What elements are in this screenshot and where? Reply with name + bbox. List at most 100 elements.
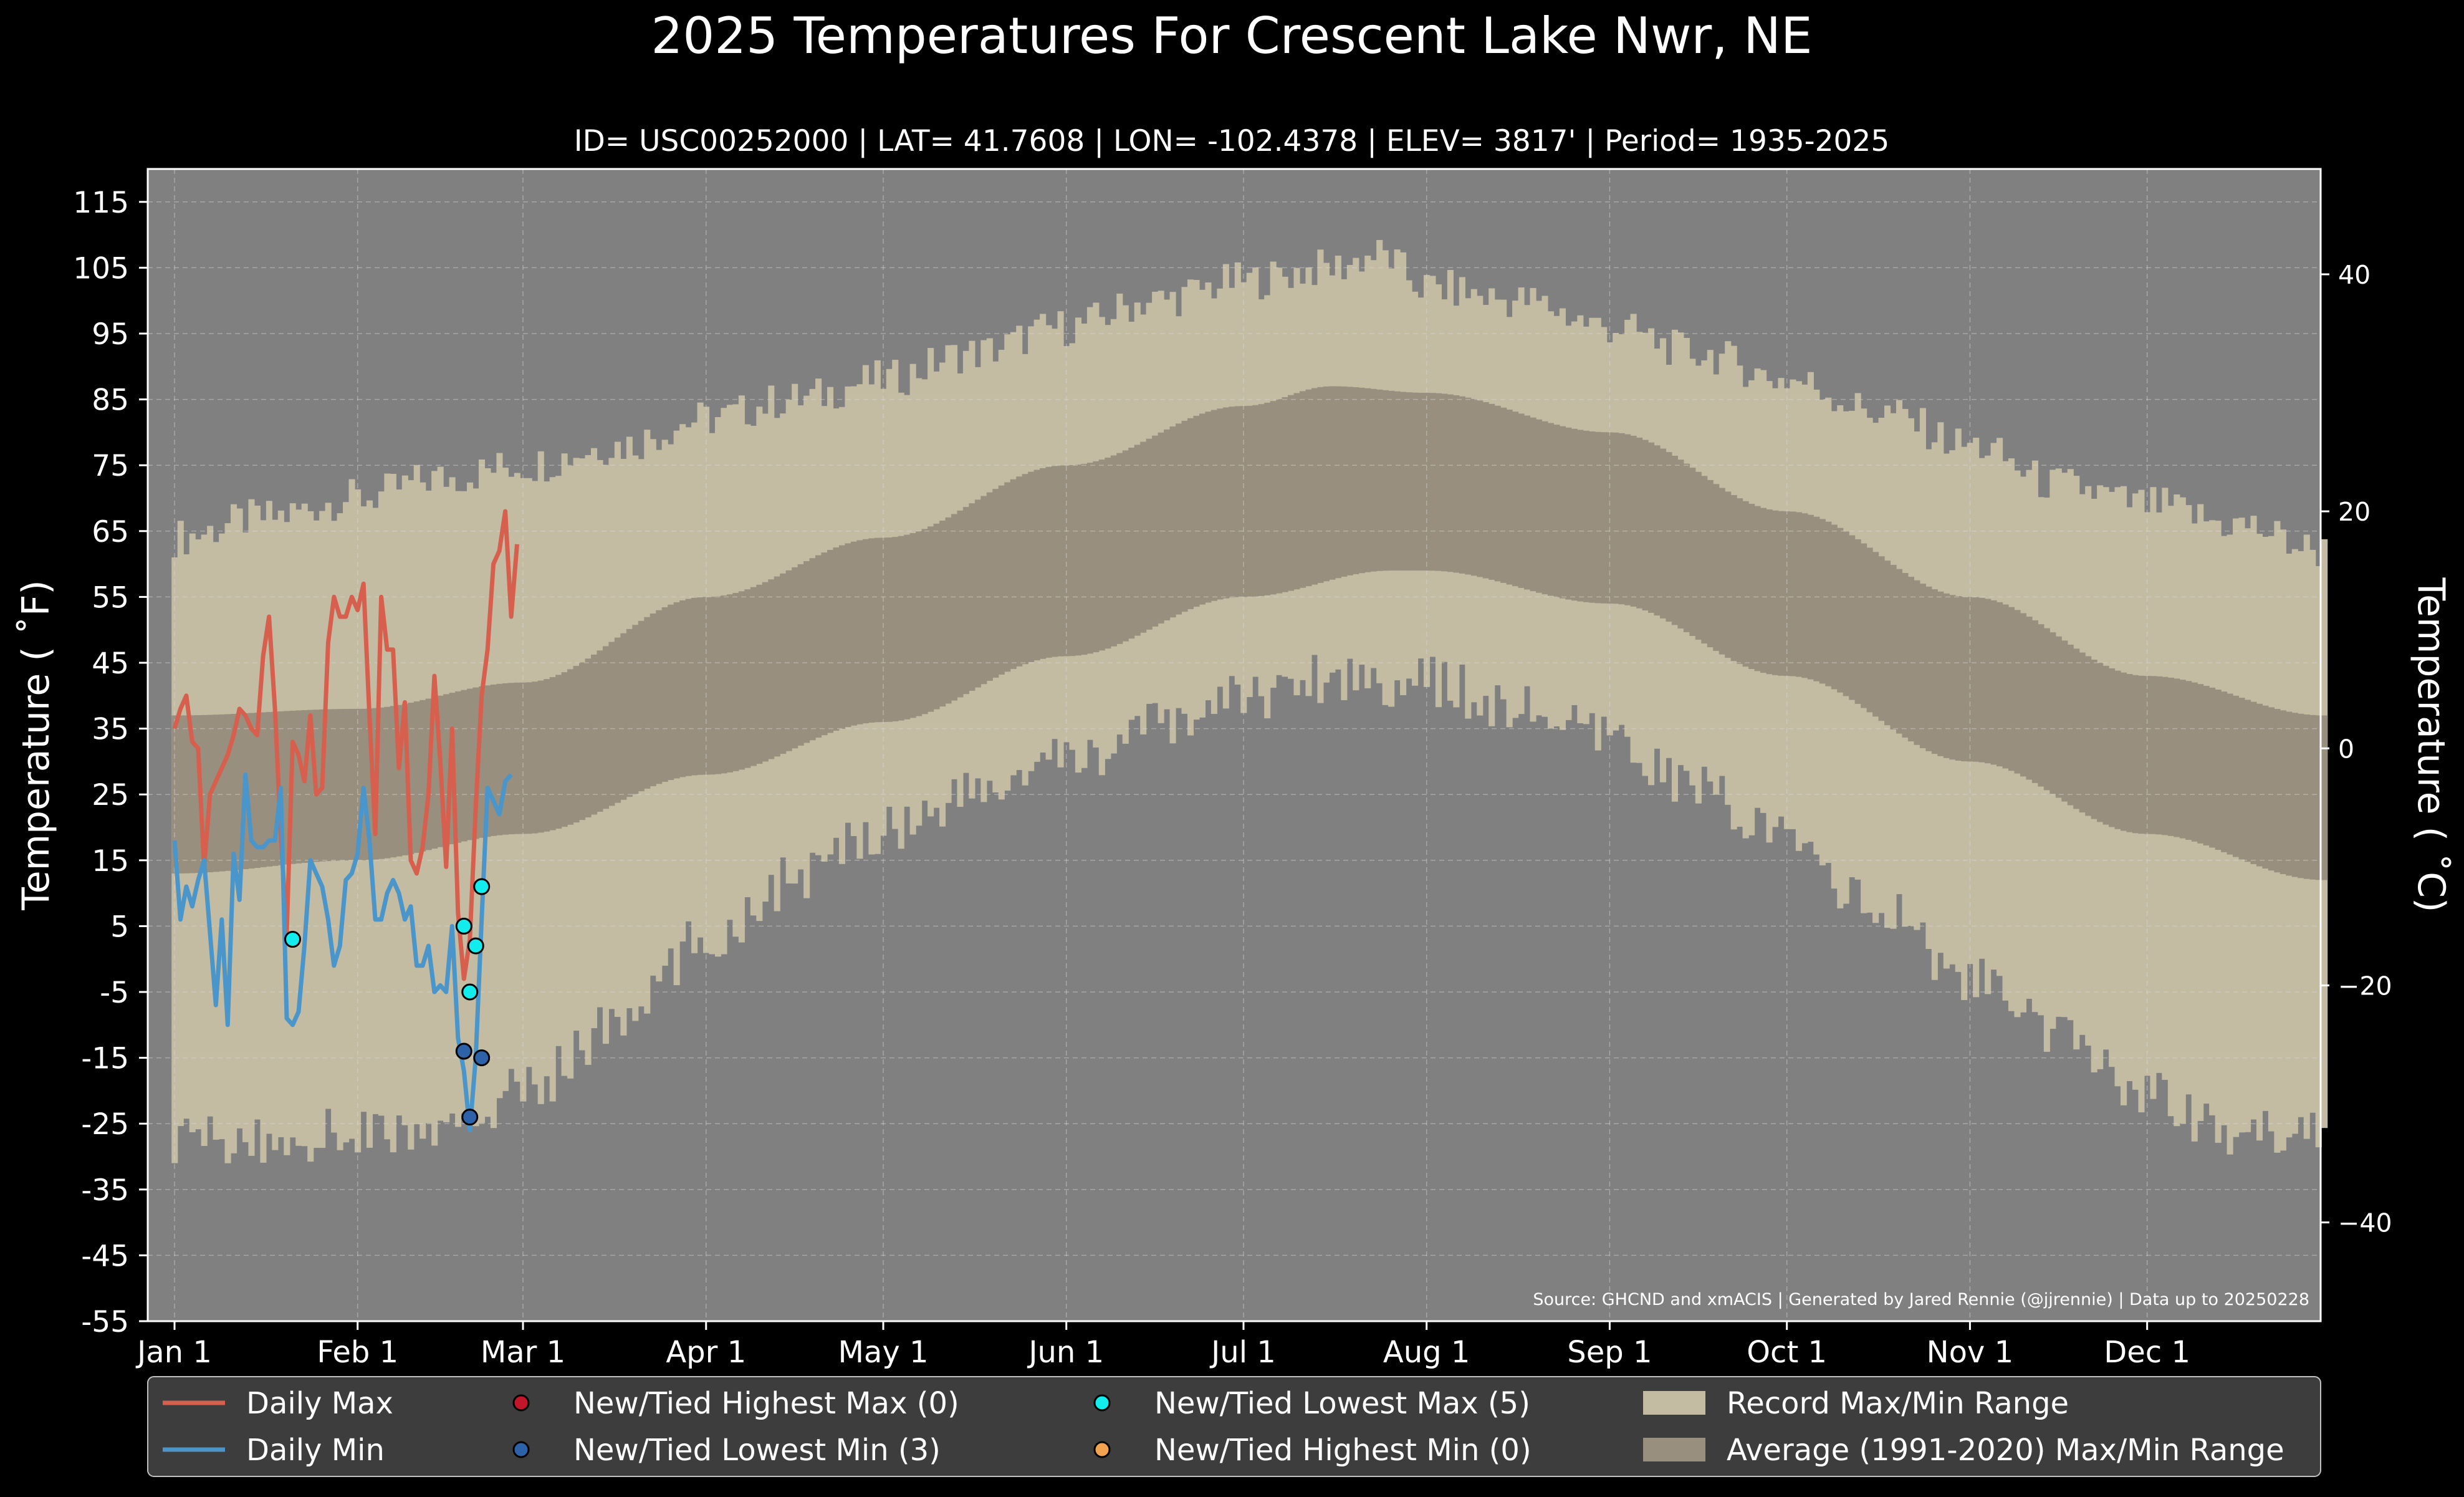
normal-range-bar bbox=[1896, 569, 1903, 734]
chart-title: 2025 Temperatures For Crescent Lake Nwr,… bbox=[651, 7, 1812, 65]
normal-range-bar bbox=[1677, 460, 1684, 629]
y-tick-label-right: 40 bbox=[2338, 260, 2371, 290]
normal-range-bar bbox=[1276, 399, 1283, 594]
normal-range-bar bbox=[331, 709, 338, 861]
y-tick-label: 35 bbox=[92, 713, 129, 747]
normal-range-bar bbox=[171, 715, 178, 874]
normal-range-bar bbox=[2286, 711, 2293, 876]
normal-range-bar bbox=[1093, 461, 1100, 653]
normal-range-bar bbox=[390, 706, 396, 858]
normal-range-bar bbox=[1606, 432, 1613, 604]
normal-range-bar bbox=[1506, 409, 1513, 585]
normal-range-bar bbox=[768, 579, 775, 759]
normal-range-bar bbox=[673, 602, 680, 779]
y-tick-label: 105 bbox=[73, 251, 129, 286]
normal-range-bar bbox=[1613, 432, 1619, 604]
normal-range-bar bbox=[254, 712, 261, 868]
normal-range-bar bbox=[2197, 684, 2204, 844]
normal-range-bar bbox=[2002, 604, 2009, 769]
normal-range-bar bbox=[343, 709, 350, 861]
normal-range-bar bbox=[514, 682, 520, 834]
legend-patch-swatch bbox=[1643, 1391, 1705, 1415]
normal-range-bar bbox=[1843, 531, 1849, 696]
normal-range-bar bbox=[1311, 388, 1318, 585]
legend-label: New/Tied Highest Min (0) bbox=[1154, 1433, 1532, 1468]
normal-range-bar bbox=[2085, 656, 2092, 816]
normal-range-bar bbox=[608, 642, 615, 806]
normal-range-bar bbox=[2233, 695, 2240, 857]
legend-item: New/Tied Lowest Max (5) bbox=[1093, 1386, 1530, 1421]
normal-range-bar bbox=[656, 610, 663, 784]
normal-range-bar bbox=[532, 681, 539, 834]
y-axis-right: 40 20 0 −20 −40 bbox=[2321, 260, 2392, 1238]
normal-range-bar bbox=[980, 496, 987, 685]
normal-range-bar bbox=[1164, 429, 1171, 621]
normal-range-bar bbox=[490, 684, 497, 836]
normal-range-bars bbox=[171, 386, 2328, 880]
x-tick-label: Dec 1 bbox=[2104, 1335, 2190, 1370]
normal-range-bar bbox=[679, 600, 686, 777]
normal-range-bar bbox=[496, 683, 503, 835]
normal-range-bar bbox=[1866, 547, 1873, 713]
normal-range-bar bbox=[2067, 644, 2074, 806]
legend-item: Daily Max bbox=[163, 1386, 393, 1421]
normal-range-bar bbox=[2315, 715, 2322, 880]
legend-marker-swatch bbox=[1093, 1441, 1111, 1458]
x-axis: Jan 1 Feb 1 Mar 1 Apr 1 May 1 Jun 1 Jul 1 Aug 1… bbox=[135, 1321, 2190, 1370]
normal-range-bar bbox=[2303, 714, 2310, 879]
legend-marker-swatch bbox=[1093, 1394, 1111, 1412]
normal-range-bar bbox=[1470, 398, 1477, 576]
normal-range-bar bbox=[2121, 672, 2127, 831]
normal-range-bar bbox=[1535, 419, 1543, 593]
x-tick-label: Jul 1 bbox=[1209, 1335, 1276, 1370]
normal-range-bar bbox=[537, 680, 544, 833]
normal-range-bar bbox=[1589, 431, 1596, 603]
normal-range-bar bbox=[1282, 397, 1288, 592]
legend-patch-swatch bbox=[1643, 1438, 1705, 1461]
y-tick-label: 15 bbox=[92, 844, 129, 878]
normal-range-bar bbox=[189, 715, 196, 874]
normal-range-bar bbox=[1004, 482, 1011, 672]
daily-min-line bbox=[172, 773, 513, 1133]
normal-range-bar bbox=[1199, 413, 1206, 605]
normal-range-bar bbox=[1500, 407, 1507, 583]
legend-item: Record Max/Min Range bbox=[1643, 1386, 2069, 1421]
normal-range-bar bbox=[732, 593, 739, 771]
normal-range-bar bbox=[1353, 387, 1359, 574]
normal-range-bar bbox=[874, 537, 881, 723]
normal-range-bar bbox=[1671, 455, 1678, 625]
legend: Daily Max Daily Min New/Tied Highest Max (… bbox=[147, 1376, 2321, 1477]
normal-range-bar bbox=[1140, 441, 1147, 633]
normal-range-bar bbox=[201, 715, 208, 873]
normal-range-bar bbox=[2043, 628, 2050, 791]
normal-range-bar bbox=[856, 540, 863, 724]
normal-range-bar bbox=[284, 711, 290, 865]
legend-item: New/Tied Highest Min (0) bbox=[1093, 1433, 1532, 1468]
normal-range-bar bbox=[1997, 602, 2003, 767]
normal-range-bar bbox=[1146, 438, 1153, 630]
normal-range-bar bbox=[1730, 495, 1737, 662]
normal-range-bar bbox=[1358, 387, 1365, 574]
normal-range-bar bbox=[1063, 465, 1070, 657]
normal-range-bar bbox=[1105, 457, 1111, 649]
y-tick-label: -5 bbox=[100, 976, 129, 1010]
normal-range-bar bbox=[1033, 469, 1040, 661]
normal-range-bar bbox=[1849, 535, 1856, 700]
record-markers bbox=[284, 878, 491, 1126]
normal-range-bar bbox=[1783, 511, 1791, 676]
normal-range-bar bbox=[744, 589, 751, 768]
legend-item: Average (1991-2020) Max/Min Range bbox=[1643, 1433, 2284, 1468]
normal-range-bar bbox=[726, 594, 733, 773]
normal-range-bar bbox=[1317, 387, 1324, 583]
normal-range-bar bbox=[1737, 498, 1743, 664]
normal-range-bar bbox=[2155, 676, 2162, 835]
normal-range-bar bbox=[1530, 417, 1536, 592]
normal-range-bar bbox=[2097, 663, 2104, 822]
normal-range-bar bbox=[525, 682, 532, 834]
normal-range-bar bbox=[780, 573, 787, 754]
normal-range-bar bbox=[2309, 715, 2316, 880]
normal-range-bar bbox=[1429, 393, 1436, 571]
normal-range-bar bbox=[1346, 387, 1353, 575]
normal-range-bar bbox=[413, 701, 420, 853]
normal-range-bar bbox=[2209, 687, 2216, 848]
